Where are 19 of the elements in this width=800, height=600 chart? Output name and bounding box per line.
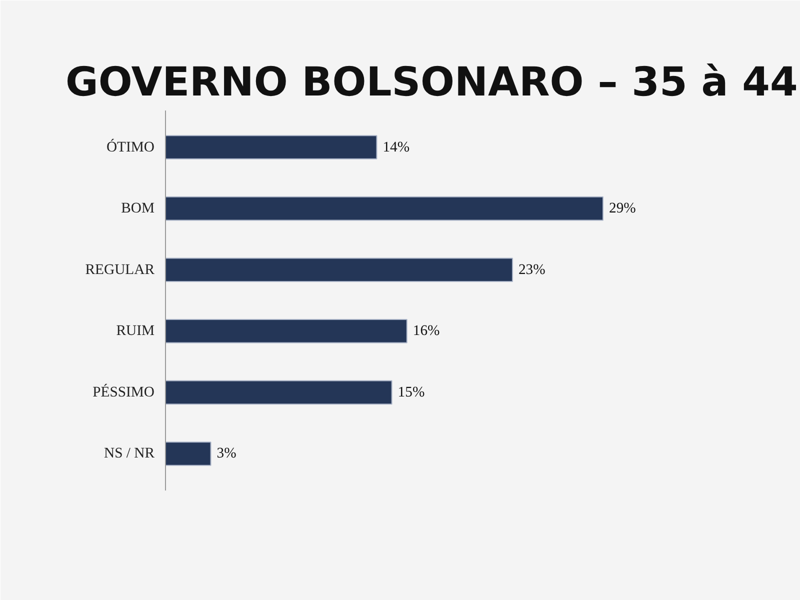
y-tick-label: BOM xyxy=(121,200,155,217)
y-tick-label: RUIM xyxy=(116,323,155,340)
data-label: 14% xyxy=(382,139,410,156)
y-tick-label: PÉSSIMO xyxy=(92,383,155,400)
y-tick-label: ÓTIMO xyxy=(106,138,155,156)
data-label: 15% xyxy=(398,384,425,400)
bar xyxy=(166,135,378,160)
data-label: 29% xyxy=(609,200,636,217)
bar xyxy=(166,380,392,405)
bar xyxy=(166,442,212,466)
y-tick-label: NS / NR xyxy=(104,446,155,462)
y-tick-label: REGULAR xyxy=(85,262,155,278)
bar xyxy=(166,319,408,344)
chart-title: GOVERNO BOLSONARO – 35 à 44 xyxy=(66,60,798,106)
bar xyxy=(166,196,604,221)
data-label: 3% xyxy=(216,446,236,462)
bar xyxy=(166,258,513,282)
data-label: 16% xyxy=(412,323,440,340)
data-label: 23% xyxy=(518,262,546,278)
